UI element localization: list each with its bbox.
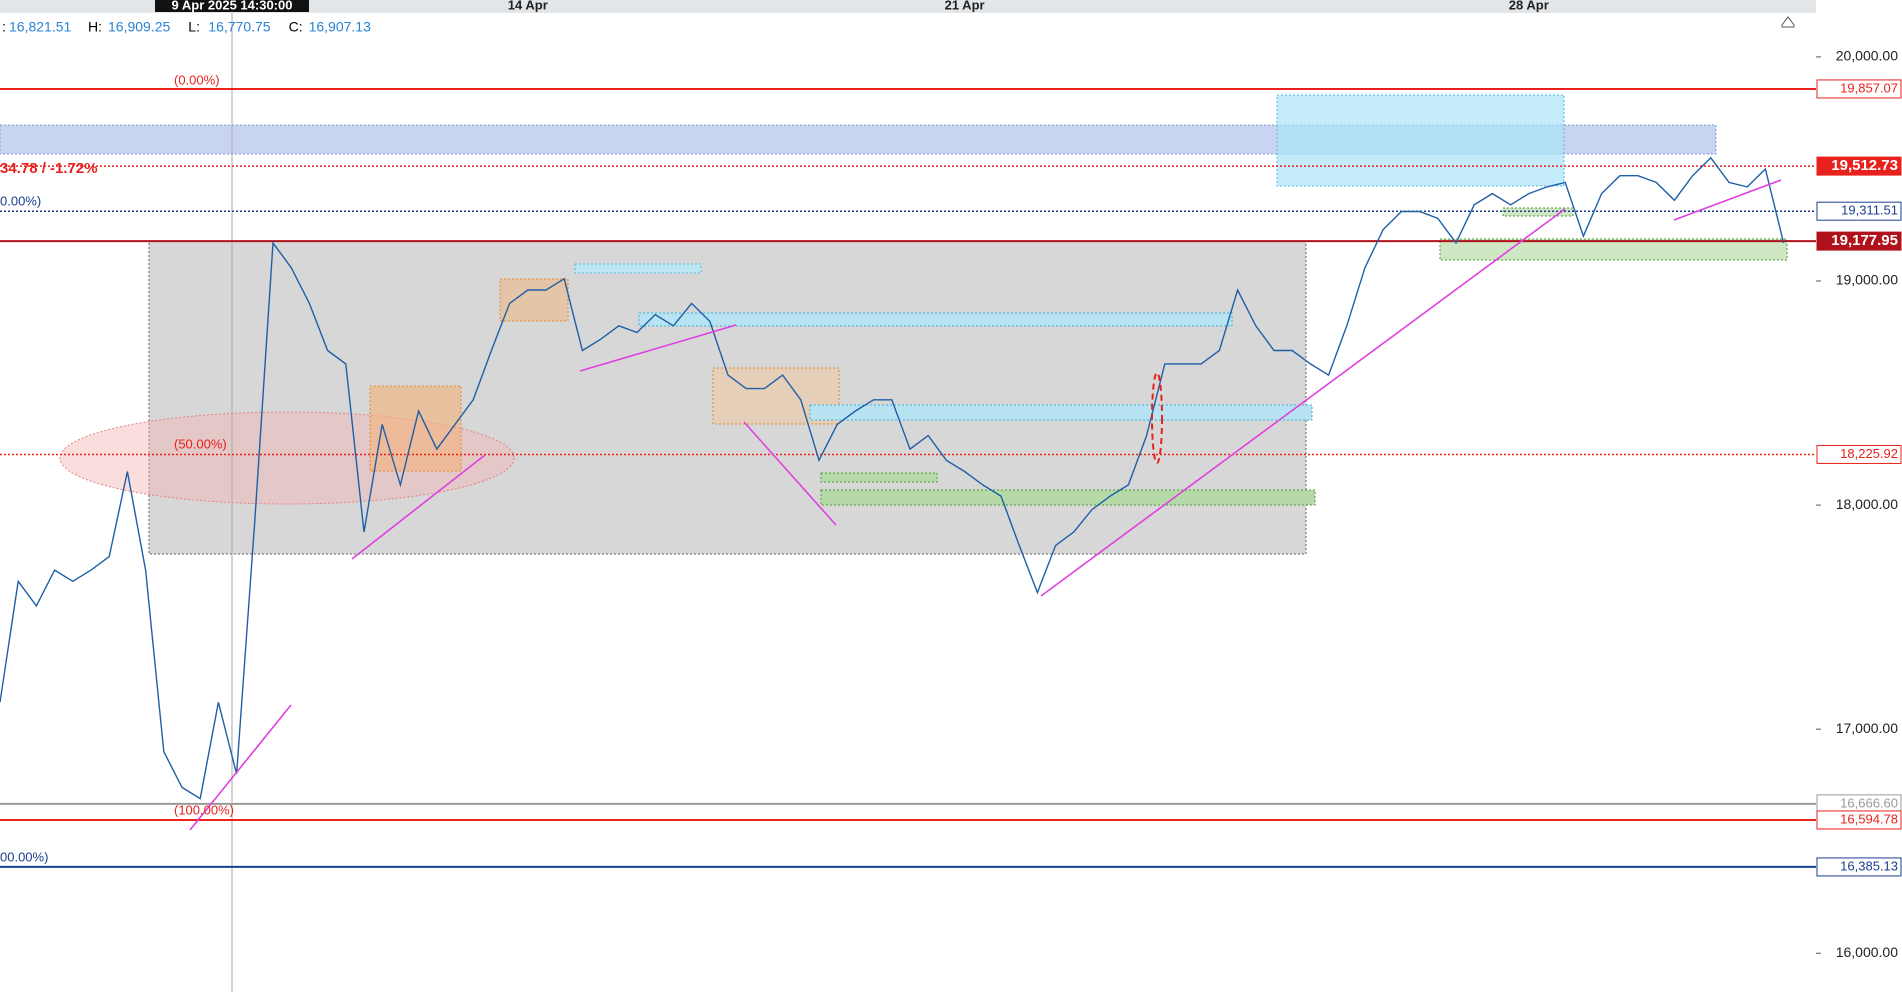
- trend-line: [1673, 179, 1782, 221]
- ohlc-value: 16,770.75: [208, 19, 270, 35]
- zone: [1276, 94, 1565, 187]
- measure-label: 34.78 / -1.72%: [0, 160, 98, 177]
- level-label-box: [1816, 79, 1902, 99]
- y-tick-label: 18,000.00: [1836, 496, 1898, 512]
- zone: [369, 385, 462, 472]
- y-tick-label: 16,000.00: [1836, 944, 1898, 960]
- ohlc-label: C:: [289, 19, 303, 35]
- level-label: 19,311.51: [1841, 203, 1898, 218]
- zone: [820, 489, 1316, 506]
- x-tick-label: 14 Apr: [508, 0, 548, 12]
- ohlc-value: 16,821.51: [9, 19, 71, 35]
- fib-label: 00.00%): [0, 849, 48, 864]
- trend-line: [579, 324, 737, 372]
- icon: [1781, 16, 1795, 28]
- ohlc-value: 16,907.13: [309, 19, 371, 35]
- level-label-box: [1816, 156, 1902, 176]
- level-label-box: [1816, 201, 1902, 221]
- time-bar: [0, 0, 1902, 13]
- price-line: [0, 156, 1785, 800]
- fib-label: (0.00%): [174, 72, 220, 87]
- level-label: 19,857.07: [1840, 80, 1898, 95]
- level-label: 19,512.73: [1831, 157, 1898, 174]
- fib-label: 0.00%): [0, 193, 41, 208]
- zone: [1439, 238, 1788, 261]
- trend-line: [1040, 208, 1566, 597]
- trend-line: [351, 454, 486, 560]
- zone: [809, 404, 1313, 421]
- level-label: 19,177.95: [1831, 232, 1898, 249]
- level-label-box: [1816, 231, 1902, 251]
- y-tick-label: 20,000.00: [1836, 48, 1898, 64]
- trend-lines: [189, 179, 1782, 831]
- y-tick-label: 17,000.00: [1836, 720, 1898, 736]
- zone: [574, 263, 702, 274]
- ohlc-label: L:: [188, 19, 200, 35]
- crosshair-date: 9 Apr 2025 14:30:00: [172, 0, 293, 12]
- level-label-box: [1816, 810, 1902, 830]
- y-tick-label: 19,000.00: [1836, 272, 1898, 288]
- x-tick-label: 28 Apr: [1509, 0, 1549, 12]
- x-tick-label: 21 Apr: [945, 0, 985, 12]
- fib-label: (100.00%): [174, 802, 234, 817]
- level-label: 16,666.60: [1840, 795, 1898, 810]
- level-label: 18,225.92: [1840, 446, 1898, 461]
- zone: [499, 278, 569, 322]
- level-label: 16,594.78: [1840, 811, 1898, 826]
- level-label-box: [1816, 444, 1902, 464]
- level-label: 16,385.13: [1840, 858, 1898, 873]
- ohlc-label: :: [2, 19, 6, 35]
- trend-line: [189, 704, 292, 831]
- level-label-box: [1816, 857, 1902, 877]
- trend-line: [743, 421, 837, 526]
- ohlc-label: H:: [88, 19, 102, 35]
- date-box: [155, 0, 309, 12]
- ohlc-value: 16,909.25: [108, 19, 170, 35]
- zone: [820, 472, 938, 483]
- fib-label: (50.00%): [174, 436, 227, 451]
- zone: [1502, 207, 1574, 217]
- zone: [638, 312, 1233, 327]
- marker: [1151, 372, 1163, 464]
